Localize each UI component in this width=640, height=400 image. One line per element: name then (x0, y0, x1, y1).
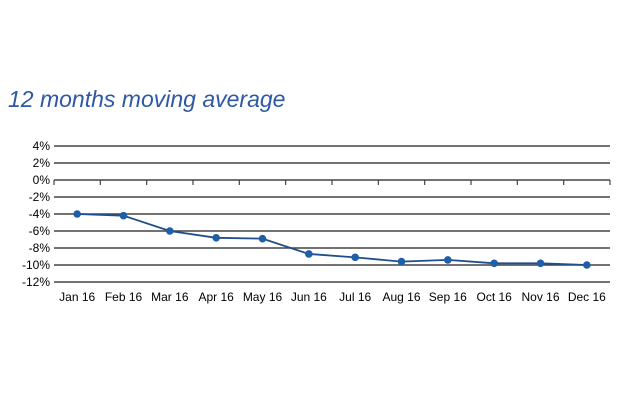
grid-lines (53, 145, 611, 283)
series-layer (77, 213, 587, 266)
x-tick-label: May 16 (243, 290, 283, 304)
x-tick-label: Sep 16 (429, 290, 467, 304)
x-tick-label: Aug 16 (382, 290, 420, 304)
x-tick-label: Nov 16 (521, 290, 559, 304)
y-tick-label: 0% (33, 173, 51, 187)
data-point (73, 210, 81, 218)
data-point (212, 234, 220, 242)
y-tick-label: 2% (33, 156, 51, 170)
x-tick-label: Jul 16 (339, 290, 371, 304)
x-tick-label: Jan 16 (59, 290, 95, 304)
data-point (444, 256, 452, 264)
data-point (397, 257, 406, 266)
data-point (258, 234, 267, 243)
y-tick-label: -6% (29, 224, 51, 238)
data-point (490, 259, 498, 268)
series-line (77, 213, 587, 266)
data-point (351, 253, 359, 262)
data-point (305, 250, 313, 258)
y-tick-label: -12% (22, 275, 50, 289)
data-point (166, 227, 174, 235)
y-axis-tick-labels: 4% 2% 0% -2% -4% -6% -8% -10% -12% (22, 139, 50, 289)
y-tick-label: -2% (29, 190, 51, 204)
x-tick-label: Dec 16 (568, 290, 606, 304)
x-tick-label: Apr 16 (198, 290, 234, 304)
data-points (73, 210, 591, 269)
x-tick-label: Feb 16 (105, 290, 143, 304)
y-tick-label: -10% (22, 258, 50, 272)
y-tick-label: -8% (29, 241, 51, 255)
x-tick-label: Oct 16 (476, 290, 512, 304)
x-tick-label: Mar 16 (151, 290, 189, 304)
data-point (583, 261, 591, 269)
data-point (119, 211, 128, 220)
y-tick-label: 4% (33, 139, 51, 153)
x-axis-tick-labels: Jan 16 Feb 16 Mar 16 Apr 16 May 16 Jun 16 Jul … (59, 290, 606, 304)
chart-title: 12 months moving average (8, 86, 286, 112)
x-tick-label: Jun 16 (291, 290, 327, 304)
y-tick-label: -4% (29, 207, 51, 221)
data-point (536, 259, 545, 268)
